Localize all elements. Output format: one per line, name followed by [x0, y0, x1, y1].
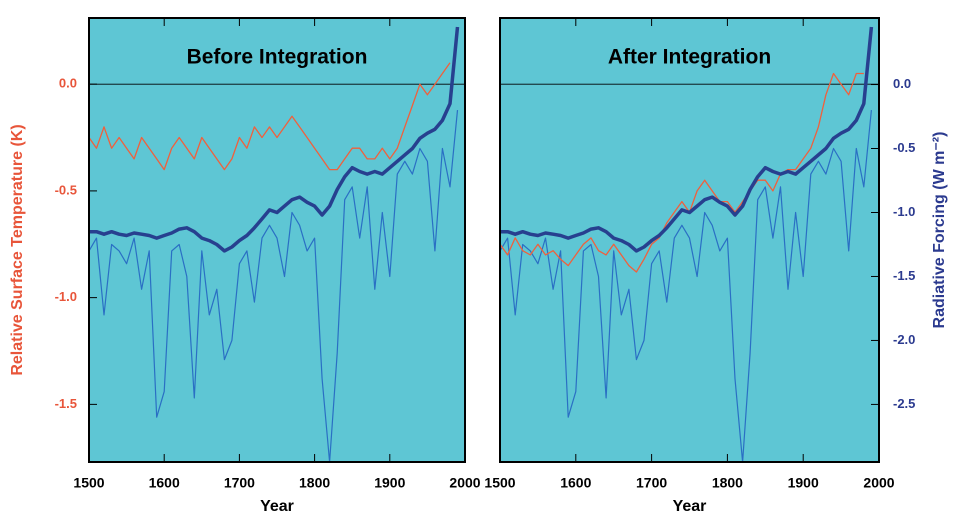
x-tick-label: 1900	[788, 475, 819, 491]
y2-tick-label: -1.5	[893, 268, 915, 283]
chart-title: Before Integration	[187, 46, 368, 69]
y-axis-label: Relative Surface Temperature (K)	[9, 124, 26, 375]
x-tick-label: 1900	[374, 475, 405, 491]
y2-tick-label: -0.5	[893, 140, 915, 155]
x-tick-label: 1700	[224, 475, 255, 491]
series-line	[88, 110, 459, 463]
x-tick-label: 2000	[863, 475, 894, 491]
y-tick-label: -1.0	[55, 289, 77, 304]
x-tick-label: 1500	[484, 475, 515, 491]
y-tick-label: -1.5	[55, 396, 77, 411]
x-axis-label: Year	[260, 498, 294, 515]
plot-frame	[499, 17, 880, 463]
y2-tick-label: -2.0	[893, 332, 915, 347]
series-line	[499, 110, 872, 463]
series-line	[500, 26, 874, 253]
plot-frame	[88, 17, 466, 463]
y-tick-label: 0.0	[59, 76, 77, 91]
x-tick-label: 1800	[299, 475, 330, 491]
x-tick-label: 2000	[449, 475, 480, 491]
x-tick-label: 1800	[712, 475, 743, 491]
series-line	[88, 62, 451, 171]
y2-tick-label: -2.5	[893, 396, 915, 411]
chart-title: After Integration	[608, 46, 771, 69]
x-axis-label: Year	[673, 498, 707, 515]
y-tick-label: -0.5	[55, 182, 77, 197]
y2-tick-label: 0.0	[893, 76, 911, 91]
x-tick-label: 1600	[149, 475, 180, 491]
y2-tick-label: -1.0	[893, 204, 915, 219]
y2-axis-label: Radiative Forcing (W m⁻²)	[931, 132, 948, 329]
series-line	[499, 72, 864, 273]
x-tick-label: 1700	[636, 475, 667, 491]
series-line	[89, 26, 460, 253]
x-tick-label: 1500	[73, 475, 104, 491]
x-tick-label: 1600	[560, 475, 591, 491]
